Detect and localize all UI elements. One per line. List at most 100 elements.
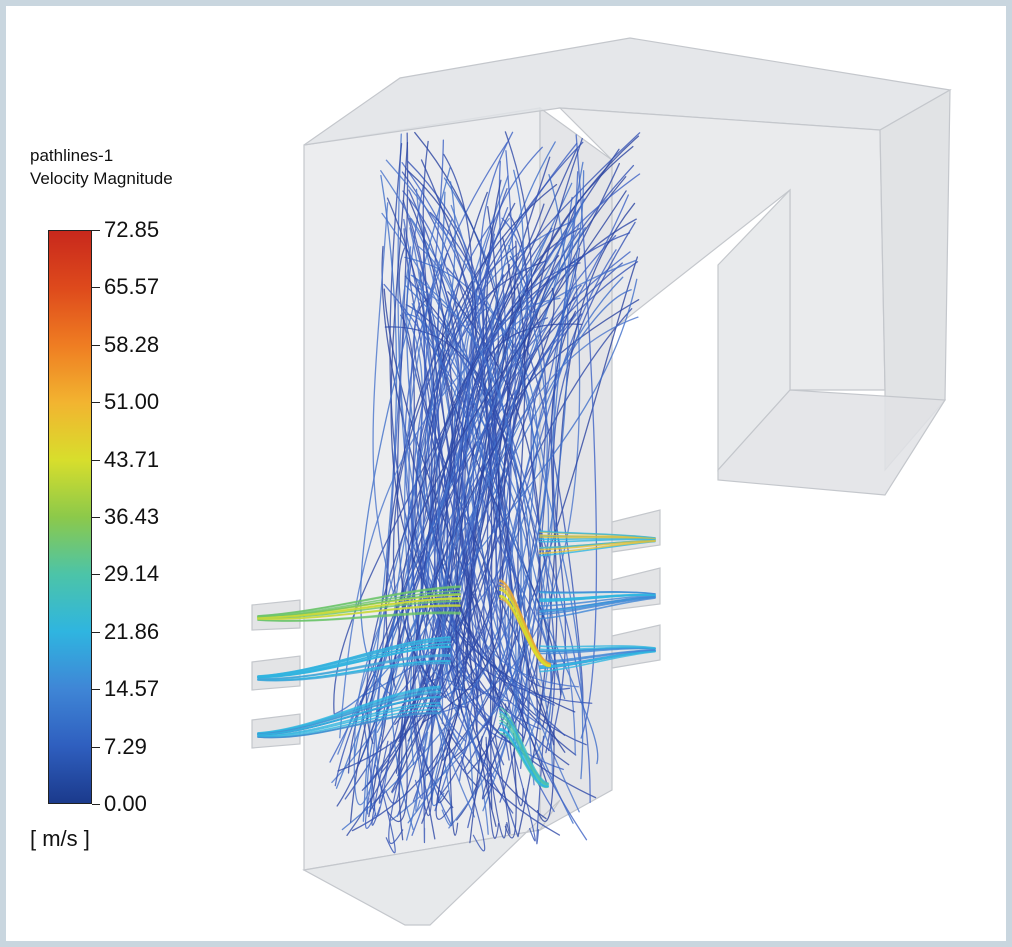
pathline-low-velocity [430, 245, 517, 766]
pathline-jet [257, 639, 451, 678]
pathline-low-velocity [346, 323, 583, 836]
pathline-low-velocity [467, 255, 547, 829]
pathline-low-velocity [369, 138, 583, 812]
pathline-low-velocity [353, 718, 372, 806]
pathline-low-velocity [385, 159, 550, 821]
downpass-bottom [717, 389, 947, 496]
pathline-jet [539, 590, 656, 595]
pathline-jet [539, 649, 656, 662]
pathline-jet [499, 719, 549, 786]
pathline-low-velocity [383, 288, 548, 785]
pathline-low-velocity [390, 181, 456, 831]
pathline-jet [539, 650, 656, 669]
pathline-low-velocity [333, 148, 578, 714]
pathline-low-velocity [466, 207, 553, 683]
pathline-low-velocity [429, 211, 497, 708]
legend-title: pathlines-1 [30, 146, 114, 165]
colorbar-tick-label: 29.14 [104, 561, 160, 587]
pathline-jet [539, 597, 656, 620]
colorbar-tick-mark [92, 631, 100, 633]
pathline-low-velocity [364, 736, 382, 829]
colorbar-tick-label: 51.00 [104, 389, 160, 415]
pathline-jet [257, 708, 441, 738]
pathline-low-velocity [409, 198, 586, 766]
pathline-low-velocity [423, 746, 426, 844]
pathline-low-velocity [455, 135, 640, 714]
pathline-jet [499, 727, 549, 788]
pathline-low-velocity [417, 245, 579, 688]
pathlines [257, 131, 656, 854]
pathline-low-velocity [516, 283, 566, 753]
colorbar-tick-mark [92, 344, 100, 346]
pathline-low-velocity [446, 267, 501, 708]
pathline-low-velocity [575, 134, 598, 739]
pathline-low-velocity [398, 287, 555, 841]
pathline-jet [257, 702, 441, 737]
colorbar-tick-mark [92, 402, 100, 404]
pathline-low-velocity [435, 737, 452, 820]
colorbar-tick-label: 21.86 [104, 618, 160, 644]
pathline-low-velocity [485, 736, 500, 839]
pathline-low-velocity [483, 248, 581, 702]
pathline-jet [539, 538, 656, 543]
pathline-low-velocity [423, 706, 433, 817]
pathline-low-velocity [341, 244, 548, 831]
pathline-jet [257, 636, 451, 677]
colorbar-tick-mark [92, 230, 100, 231]
pathline-jet [257, 685, 441, 734]
pathline-jet [257, 655, 451, 680]
pathline-low-velocity [402, 257, 581, 718]
pathline-jet [499, 707, 549, 784]
pathline-low-velocity [485, 743, 507, 839]
pathline-jet [539, 595, 656, 612]
pathline-low-velocity [467, 262, 623, 761]
boiler-geometry [251, 37, 952, 926]
pathline-jet [539, 645, 656, 649]
pathline-low-velocity [451, 233, 496, 718]
pathline-low-velocity [378, 704, 404, 804]
pathline-jet [499, 715, 549, 786]
pathline-jet [499, 596, 551, 667]
pathline-low-velocity [447, 291, 541, 720]
colorbar-tick-label: 36.43 [104, 504, 160, 529]
pathline-jet [539, 646, 656, 651]
pathline-low-velocity [469, 240, 517, 827]
pathline-low-velocity [407, 161, 584, 824]
colorbar-tick-mark [92, 517, 100, 518]
pathline-low-velocity [448, 729, 459, 836]
pathline-low-velocity [481, 717, 510, 800]
pathline-low-velocity [410, 710, 423, 800]
pathline-jet [499, 580, 551, 665]
pathline-jet [257, 692, 441, 735]
pathline-jet [257, 662, 451, 682]
pathline-low-velocity [420, 159, 493, 810]
pathline-jet [257, 598, 461, 619]
pathline-low-velocity [469, 736, 483, 844]
pathline-jet [257, 712, 441, 739]
pathline-low-velocity [411, 284, 535, 786]
legend-subtitle: Velocity Magnitude [30, 169, 173, 188]
pathline-jet [539, 594, 656, 602]
pathline-jet [539, 536, 656, 540]
pathline-jet [257, 593, 461, 618]
pathline-low-velocity [458, 150, 517, 782]
pathline-low-velocity [388, 764, 404, 844]
pathline-low-velocity [386, 197, 454, 809]
pathline-jet [539, 650, 656, 673]
pathline-jet [257, 704, 441, 737]
colorbar-tick-label: 43.71 [104, 446, 160, 472]
pathline-jet [257, 696, 441, 736]
pathline-low-velocity [443, 226, 586, 716]
pathline-jet [257, 642, 451, 678]
pathline-low-velocity [431, 717, 451, 807]
pathline-low-velocity [387, 725, 408, 823]
pathline-low-velocity [359, 700, 376, 812]
burner-port-left-2 [251, 655, 301, 691]
pathline-low-velocity [462, 173, 641, 701]
pathline-low-velocity [512, 751, 536, 842]
colorbar-tick-label: 65.57 [104, 274, 160, 300]
colorbar-tick-label: 14.57 [104, 676, 160, 702]
pathline-low-velocity [536, 735, 545, 845]
pathline-jet [539, 595, 656, 607]
